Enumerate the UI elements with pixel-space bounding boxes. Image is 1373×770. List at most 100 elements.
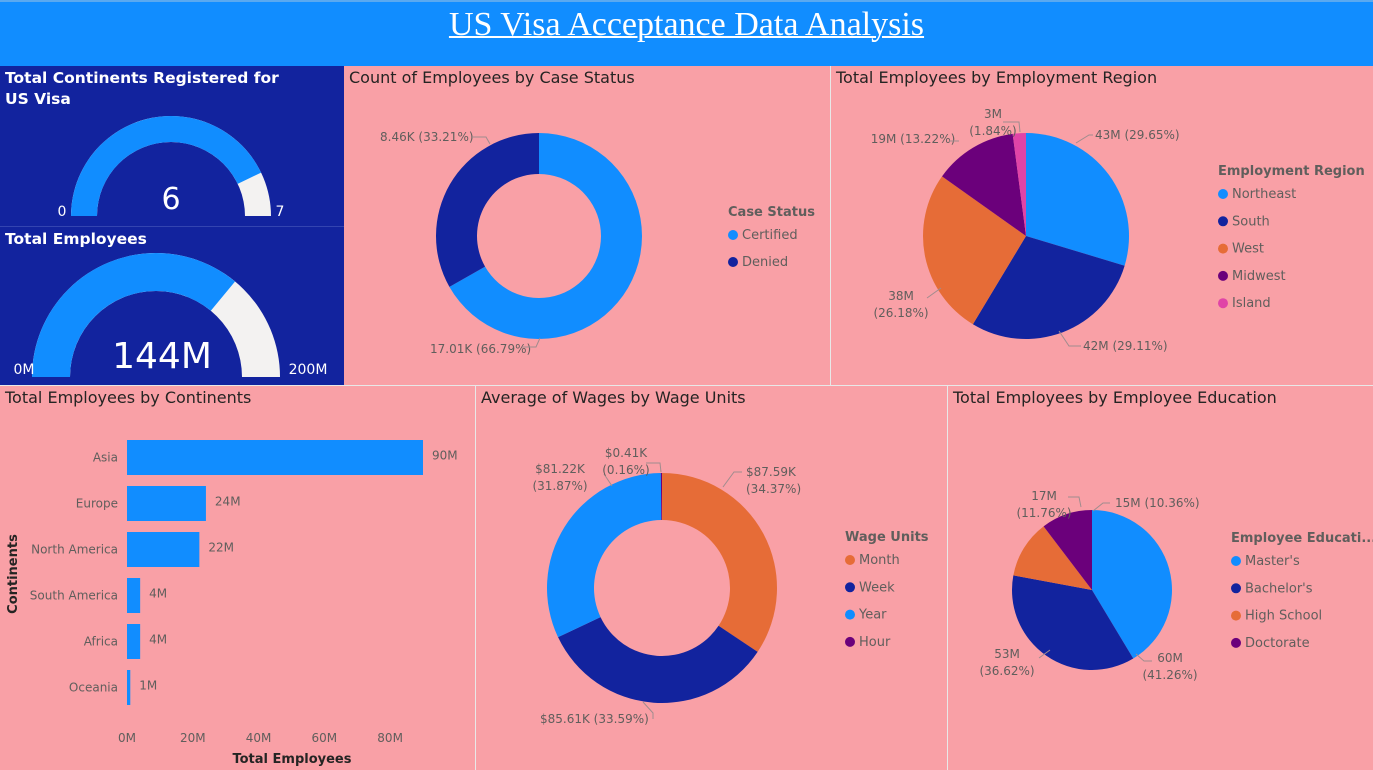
wage-units-card[interactable]: Average of Wages by Wage Units $87.59K (3… xyxy=(476,386,947,770)
chart-title: Total Employees by Employee Education xyxy=(953,388,1277,407)
data-label: 24M xyxy=(215,495,241,509)
legend-title: Employee Educati... xyxy=(1231,531,1373,546)
data-label: 90M xyxy=(432,449,458,463)
data-label: $0.41K xyxy=(605,446,648,460)
pie-slice-bachelor-s xyxy=(1012,575,1134,670)
x-tick-label: 40M xyxy=(246,731,272,745)
legend-marker xyxy=(845,582,855,593)
x-tick-label: 0M xyxy=(118,731,136,745)
category-label: Asia xyxy=(93,451,118,465)
data-label: 4M xyxy=(149,633,167,647)
gauge-fill xyxy=(32,253,236,377)
data-label: 8.46K (33.21%) xyxy=(380,130,474,144)
bar-north-america xyxy=(127,532,200,567)
leader-line xyxy=(1068,496,1082,508)
leader-line xyxy=(1038,649,1051,659)
data-label: (11.76%) xyxy=(1016,506,1071,520)
legend-marker xyxy=(1231,610,1241,621)
legend-marker xyxy=(1231,637,1241,648)
legend-item: Hour xyxy=(859,635,891,650)
data-label: 43M (29.65%) xyxy=(1095,128,1180,142)
divider xyxy=(947,386,948,770)
x-tick-label: 20M xyxy=(180,731,206,745)
bar-oceania xyxy=(127,670,131,705)
divider xyxy=(0,226,344,227)
leader-line xyxy=(722,471,742,488)
education-chart: 60M (41.26%) 53M (36.62%) 17M (11.76%) 15M (10… xyxy=(979,489,1373,682)
gauge-title: Total Continents Registered for US Visa xyxy=(5,69,279,108)
donut-slice-hour xyxy=(660,473,662,521)
data-label: 3M xyxy=(984,107,1002,121)
legend-marker xyxy=(728,230,738,240)
gauge-continents-svg: 6 0 7 xyxy=(58,116,285,220)
legend-marker xyxy=(1218,298,1228,309)
divider xyxy=(0,385,1373,386)
legend-marker xyxy=(1231,583,1241,594)
donut-slice-week xyxy=(558,617,758,703)
leader-line xyxy=(1003,121,1021,133)
legend-marker xyxy=(1218,189,1228,199)
x-tick-label: 80M xyxy=(377,731,403,745)
leader-line xyxy=(646,462,662,473)
donut-slice-month xyxy=(662,473,777,652)
leader-line xyxy=(1135,653,1152,662)
gauge-title: Total Employees xyxy=(5,230,147,248)
data-label: 15M (10.36%) xyxy=(1115,496,1200,510)
legend-marker xyxy=(728,257,738,267)
legend-item: Year xyxy=(858,608,887,623)
legend-marker xyxy=(1218,243,1228,254)
data-label: 38M xyxy=(888,289,914,303)
leader-line xyxy=(1075,134,1093,144)
pie-slice-west xyxy=(923,176,1026,325)
continents-card[interactable]: Total Employees by Continents Asia 90M Eur… xyxy=(0,386,475,770)
employment-region-card[interactable]: Total Employees by Employment Region 43M… xyxy=(831,66,1373,385)
y-axis-label: Continents xyxy=(6,534,21,614)
data-label: 4M xyxy=(149,587,167,601)
legend-item: Bachelor's xyxy=(1245,581,1313,596)
data-label: (26.18%) xyxy=(873,306,928,320)
legend-item: Denied xyxy=(742,255,788,270)
gauge-max-label: 7 xyxy=(276,204,285,220)
gauge-value-label: 144M xyxy=(112,336,212,377)
category-label: Oceania xyxy=(69,681,118,695)
data-label: (34.37%) xyxy=(746,482,801,496)
category-label: Africa xyxy=(84,635,118,649)
pie-slice-northeast xyxy=(1026,133,1129,266)
legend-title: Case Status xyxy=(728,205,815,220)
bar-europe xyxy=(127,486,206,521)
legend-marker xyxy=(845,609,855,620)
chart-title: Total Employees by Employment Region xyxy=(836,68,1158,87)
case-status-card[interactable]: Count of Employees by Case Status 17.01K… xyxy=(344,66,830,385)
data-label: 17M xyxy=(1031,489,1057,503)
leader-line xyxy=(522,337,541,348)
leader-line xyxy=(642,701,654,719)
category-label: South America xyxy=(30,589,118,603)
data-label: 19M (13.22%) xyxy=(871,132,956,146)
category-label: Europe xyxy=(76,497,118,511)
legend-marker xyxy=(845,555,855,565)
pie-slice-doctorate xyxy=(1043,510,1092,590)
case-status-chart: 17.01K (66.79%) 8.46K (33.21%) Case Status… xyxy=(380,130,815,356)
legend-title: Wage Units xyxy=(845,530,929,545)
legend-marker xyxy=(845,636,855,647)
data-label: $85.61K (33.59%) xyxy=(540,712,649,726)
data-label: (0.16%) xyxy=(602,463,649,477)
data-label: (31.87%) xyxy=(532,479,587,493)
gauge-card-employees[interactable]: Total Employees 144M 0M 200M xyxy=(0,227,344,385)
legend-title: Employment Region xyxy=(1218,164,1365,179)
employment-region-chart: 43M (29.65%) 42M (29.11%) 38M (26.18%) 19M (… xyxy=(871,107,1365,353)
education-card[interactable]: Total Employees by Employee Education 60… xyxy=(948,386,1373,770)
pie-slice-south xyxy=(972,236,1125,340)
gauge-max-label: 200M xyxy=(289,362,328,378)
bar-asia xyxy=(127,440,423,475)
data-label: 42M (29.11%) xyxy=(1083,339,1168,353)
data-label: (1.84%) xyxy=(969,124,1016,138)
leader-line xyxy=(603,473,613,487)
legend-marker xyxy=(1218,270,1228,281)
divider xyxy=(830,66,831,385)
data-label: 17.01K (66.79%) xyxy=(430,342,531,356)
legend-marker xyxy=(1231,556,1241,566)
bar-africa xyxy=(127,624,141,659)
data-label: 22M xyxy=(208,541,234,555)
gauge-card-continents[interactable]: Total Continents Registered for US Visa … xyxy=(0,66,344,226)
